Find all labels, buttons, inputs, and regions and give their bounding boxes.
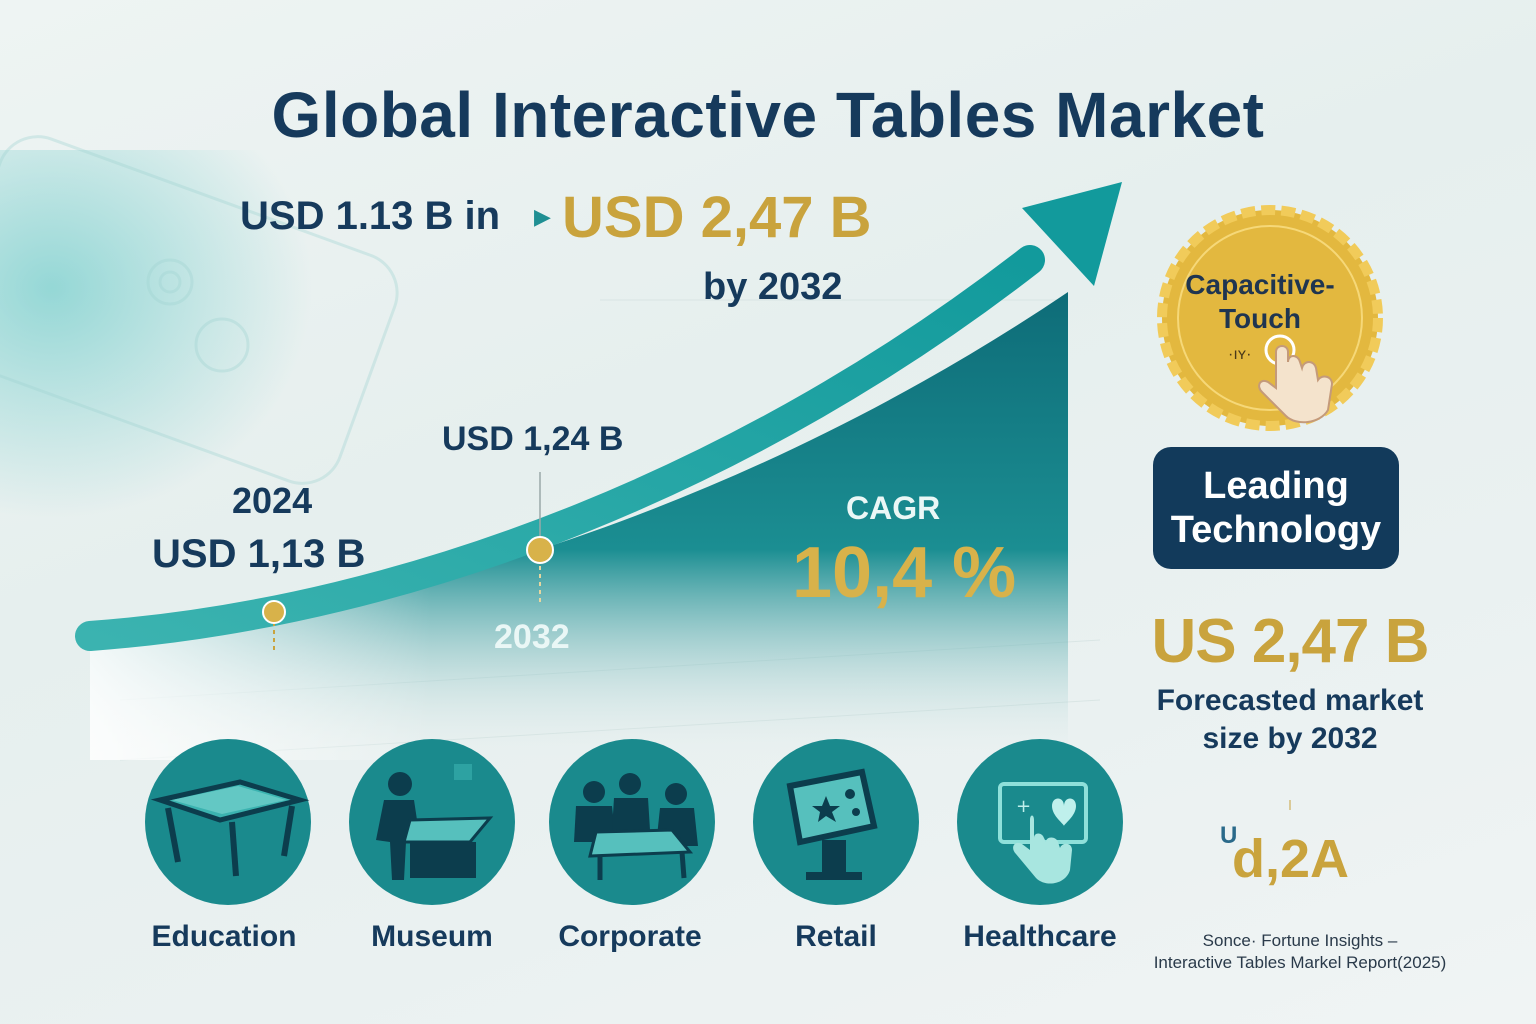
marker-2024 — [262, 600, 286, 624]
meeting-table-icon — [574, 773, 698, 880]
kiosk-icon — [786, 768, 878, 880]
forecast-value: US 2,47 B — [1151, 607, 1429, 676]
health-touch-icon: + — [998, 782, 1088, 884]
logo-text: d,2A — [1232, 829, 1350, 889]
arrow-head-icon — [1022, 182, 1122, 286]
hand-pointer-icon — [1258, 334, 1334, 424]
segment-healthcare: + — [957, 739, 1123, 905]
page-title: Global Interactive Tables Market — [271, 79, 1265, 151]
segment-corporate — [549, 739, 715, 905]
badge-text: Capacitive- Touch — [1168, 268, 1352, 336]
badge-line2: Touch — [1219, 303, 1301, 334]
leading-technology-box: Leading Technology — [1153, 447, 1399, 569]
svg-text:+: + — [1016, 796, 1031, 817]
leading-line1: Leading — [1203, 465, 1349, 507]
touch-table-icon — [150, 779, 310, 877]
logo-prefix: U — [1220, 822, 1238, 849]
museum-visitor-icon — [376, 764, 494, 880]
start-value: USD 1,13 B — [152, 532, 366, 576]
segment-label-museum: Museum — [371, 920, 493, 953]
start-year: 2024 — [232, 480, 313, 521]
segment-label-retail: Retail — [795, 920, 877, 953]
segment-museum — [349, 739, 515, 905]
headline-from: USD 1.13 B in — [240, 194, 501, 238]
marker-2032 — [526, 536, 554, 564]
segment-education — [145, 739, 311, 905]
badge-glyph: ·ıʏ· — [1228, 346, 1252, 363]
mid-value: USD 1,24 B — [442, 420, 624, 458]
cagr-label: CAGR — [846, 490, 941, 526]
source-note: Sonce· Fortune Insights – Interactive Ta… — [1140, 930, 1460, 974]
headline-to: USD 2,47 B — [562, 185, 872, 250]
source-line2: Interactive Tables Markel Report(2025) — [1153, 953, 1447, 972]
badge-line1: Capacitive- — [1185, 269, 1335, 300]
device-sketch — [0, 135, 399, 485]
forecast-label: Forecasted market size by 2032 — [1140, 682, 1440, 758]
segment-retail — [753, 739, 919, 905]
play-arrow-icon: ▶ — [534, 204, 551, 229]
segment-label-corporate: Corporate — [558, 920, 702, 953]
capacitive-touch-badge — [1157, 205, 1383, 431]
segment-label-healthcare: Healthcare — [963, 920, 1117, 953]
segment-label-education: Education — [151, 920, 297, 953]
forecast-line1: Forecasted market — [1156, 684, 1424, 717]
headline-by: by 2032 — [703, 266, 843, 308]
cagr-value: 10,4 % — [792, 533, 1017, 613]
source-line1: Sonce· Fortune Insights – — [1202, 931, 1398, 950]
forecast-line2: size by 2032 — [1202, 722, 1378, 755]
mid-year: 2032 — [494, 618, 570, 656]
leading-line2: Technology — [1170, 509, 1382, 551]
growth-arrow — [75, 245, 1045, 651]
